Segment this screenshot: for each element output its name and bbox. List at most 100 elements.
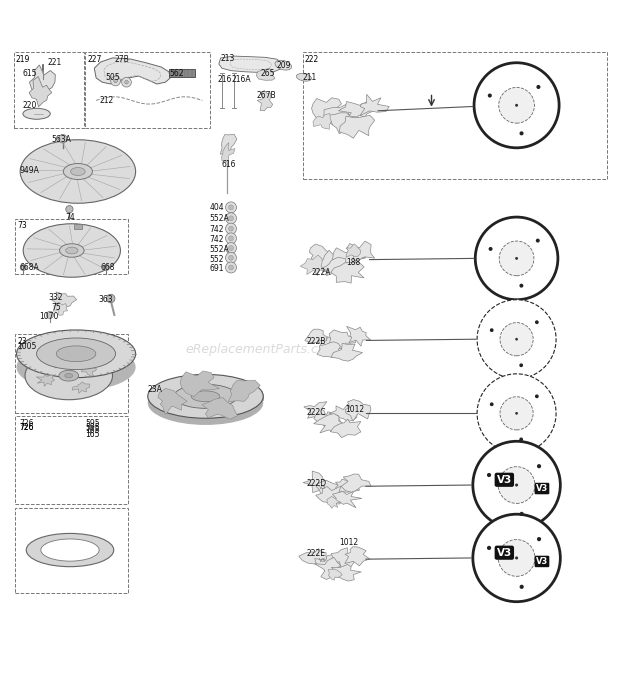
Circle shape: [500, 397, 533, 430]
Circle shape: [20, 265, 26, 270]
Ellipse shape: [192, 391, 219, 402]
Text: V3: V3: [536, 484, 548, 493]
Circle shape: [473, 514, 560, 602]
Bar: [85, 52, 210, 128]
Polygon shape: [331, 263, 364, 283]
Polygon shape: [312, 98, 347, 122]
Circle shape: [536, 238, 540, 243]
Circle shape: [490, 328, 494, 332]
Circle shape: [226, 233, 236, 244]
Text: 265: 265: [260, 69, 275, 78]
Polygon shape: [332, 491, 362, 508]
Circle shape: [226, 243, 236, 254]
Text: 213: 213: [221, 54, 235, 63]
Text: 74: 74: [66, 213, 76, 222]
Polygon shape: [81, 362, 97, 376]
Polygon shape: [339, 115, 374, 138]
Text: 552A: 552A: [210, 245, 229, 254]
Bar: [16, 219, 128, 274]
Ellipse shape: [63, 164, 92, 179]
Text: 188: 188: [347, 258, 361, 267]
Circle shape: [66, 206, 73, 213]
Text: 615: 615: [22, 69, 37, 78]
Circle shape: [498, 540, 535, 577]
Circle shape: [58, 134, 67, 143]
Circle shape: [226, 223, 236, 234]
Text: 75: 75: [51, 303, 61, 312]
Polygon shape: [303, 471, 330, 493]
Ellipse shape: [174, 385, 237, 408]
Ellipse shape: [275, 60, 291, 70]
Circle shape: [487, 546, 491, 550]
Polygon shape: [331, 343, 363, 361]
Text: 332: 332: [49, 293, 63, 302]
Text: 165: 165: [85, 430, 100, 439]
Ellipse shape: [17, 330, 136, 378]
Text: 1012: 1012: [345, 405, 365, 414]
Text: V3: V3: [536, 557, 548, 566]
Text: 222C: 222C: [307, 407, 327, 416]
Circle shape: [520, 131, 523, 135]
Text: 726: 726: [20, 423, 34, 432]
Circle shape: [113, 79, 117, 82]
Circle shape: [104, 265, 110, 270]
Circle shape: [515, 257, 518, 260]
Polygon shape: [315, 554, 344, 575]
Polygon shape: [321, 257, 350, 276]
Polygon shape: [329, 330, 356, 349]
Circle shape: [229, 265, 234, 270]
Circle shape: [226, 262, 236, 273]
Text: V3: V3: [497, 547, 512, 558]
Polygon shape: [94, 58, 170, 84]
Text: 552: 552: [210, 254, 224, 263]
Text: 165: 165: [85, 426, 100, 435]
Text: 1005: 1005: [17, 342, 37, 351]
Text: 222E: 222E: [307, 549, 326, 558]
Ellipse shape: [23, 108, 50, 119]
Text: 23A: 23A: [148, 385, 162, 394]
Circle shape: [226, 252, 236, 263]
Ellipse shape: [17, 343, 136, 391]
Polygon shape: [304, 402, 327, 421]
Polygon shape: [300, 255, 326, 276]
Text: 726: 726: [20, 419, 34, 428]
Circle shape: [535, 320, 539, 324]
Text: 616: 616: [222, 159, 236, 168]
Text: 363: 363: [99, 295, 113, 304]
Text: 27B: 27B: [114, 55, 129, 64]
Polygon shape: [329, 547, 357, 570]
Circle shape: [229, 255, 234, 260]
Circle shape: [536, 85, 541, 89]
Text: 742: 742: [210, 235, 224, 244]
Text: 219: 219: [16, 55, 30, 64]
Circle shape: [537, 537, 541, 541]
Circle shape: [520, 512, 524, 516]
Polygon shape: [329, 404, 357, 421]
Text: 949A: 949A: [20, 166, 40, 175]
Text: 211: 211: [303, 73, 317, 82]
Ellipse shape: [148, 381, 264, 425]
Polygon shape: [315, 480, 341, 501]
Polygon shape: [345, 547, 370, 566]
Polygon shape: [309, 244, 332, 267]
Text: 216: 216: [218, 75, 232, 84]
Polygon shape: [37, 375, 55, 386]
Text: 221: 221: [48, 58, 62, 67]
Circle shape: [515, 556, 518, 559]
Bar: [169, 69, 195, 77]
Polygon shape: [314, 414, 344, 433]
Polygon shape: [324, 105, 353, 128]
Text: 562: 562: [169, 69, 184, 78]
Circle shape: [229, 205, 234, 210]
Bar: [14, 52, 84, 128]
Ellipse shape: [20, 140, 136, 203]
Circle shape: [515, 337, 518, 340]
Text: 742: 742: [210, 225, 224, 234]
Polygon shape: [222, 143, 235, 162]
Polygon shape: [180, 371, 219, 396]
Polygon shape: [341, 474, 371, 493]
Text: 222D: 222D: [307, 479, 327, 488]
Text: 563A: 563A: [51, 135, 72, 144]
Ellipse shape: [66, 247, 78, 254]
Polygon shape: [257, 69, 275, 80]
